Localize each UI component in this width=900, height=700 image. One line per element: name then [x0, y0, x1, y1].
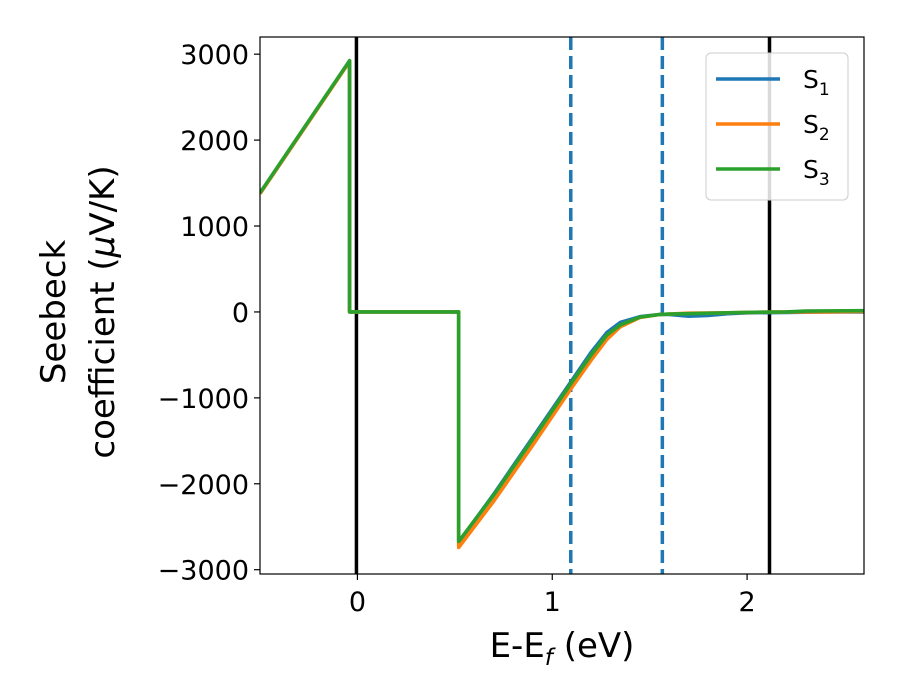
- y-tick-label: 0: [232, 298, 249, 329]
- x-axis-label: E-Ef (eV): [490, 626, 635, 671]
- y-tick-label: 3000: [180, 40, 249, 71]
- x-tick-label: 2: [739, 587, 756, 618]
- y-tick-label: −1000: [158, 384, 249, 415]
- x-axis-ticks: 0 1 2: [349, 574, 756, 618]
- x-tick-label: 1: [544, 587, 561, 618]
- legend-label-S2: S2: [803, 110, 830, 145]
- y-tick-label: 1000: [180, 212, 249, 243]
- legend: S1 S2 S3: [705, 52, 849, 201]
- series-lines: [260, 58, 864, 550]
- y-axis-label-line2: coefficient (μV/K): [83, 165, 123, 458]
- legend-label-S3: S3: [803, 155, 830, 190]
- legend-label-S1: S1: [803, 65, 830, 100]
- legend-box: [705, 52, 849, 201]
- plot-frame: [259, 36, 865, 575]
- y-tick-label: −3000: [158, 556, 249, 587]
- y-axis-label-line1: Seebeck: [34, 240, 74, 385]
- y-axis-ticks: −3000 −2000 −1000 0 1000 2000 3000: [158, 40, 260, 587]
- y-axis-label: Seebeck coefficient (μV/K): [34, 165, 123, 458]
- x-tick-label: 0: [349, 587, 366, 618]
- y-tick-label: 2000: [180, 126, 249, 157]
- y-tick-label: −2000: [158, 470, 249, 501]
- series-line-S3: [260, 58, 864, 544]
